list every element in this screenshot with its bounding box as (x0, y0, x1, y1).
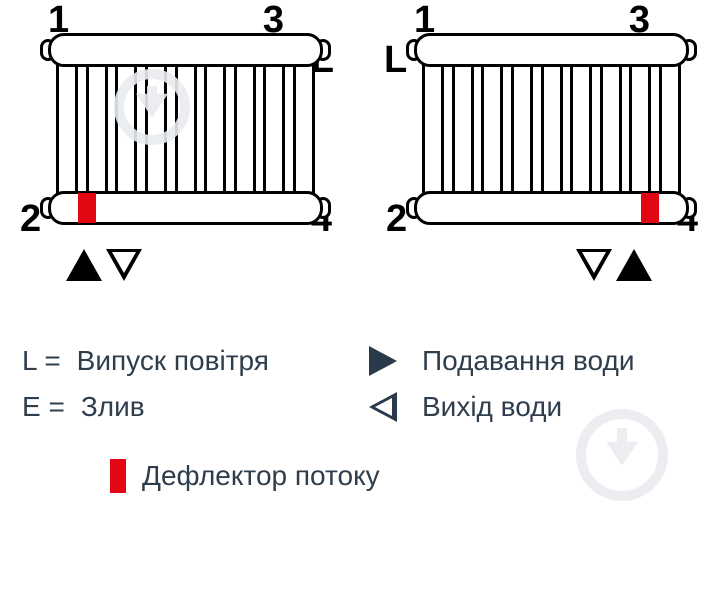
radiator-header (48, 33, 323, 67)
legend-text: Вихід води (422, 391, 562, 423)
flow-arrows (66, 249, 142, 281)
port-label-2: 2 (386, 198, 407, 241)
legend-air-vent: L = Випуск повітря (22, 345, 360, 377)
legend-symbol: L = (22, 345, 61, 377)
supply-arrow-icon (66, 249, 102, 281)
radiator (414, 33, 689, 225)
return-arrow-icon (576, 249, 612, 281)
return-arrow-icon (106, 249, 142, 281)
supply-arrow-icon (616, 249, 652, 281)
legend-text: Дефлектор потоку (142, 460, 380, 492)
legend-deflector: Дефлектор потоку (22, 459, 698, 493)
legend-supply: Подавання води (360, 345, 698, 377)
diagram-right: 1 3 2 4 L (384, 5, 700, 315)
supply-arrow-icon (360, 346, 406, 376)
deflector-swatch-icon (110, 459, 126, 493)
deflector-marker (78, 193, 96, 223)
port-label-2: 2 (20, 198, 41, 241)
radiator-tubes (422, 63, 681, 195)
legend-text: Злив (81, 391, 145, 423)
legend-text: Випуск повітря (77, 345, 269, 377)
legend: L = Випуск повітря Подавання води E = Зл… (0, 315, 718, 493)
radiator-header (414, 33, 689, 67)
radiator-tubes (56, 63, 315, 195)
return-arrow-icon (360, 392, 406, 422)
deflector-marker (641, 193, 659, 223)
legend-symbol: E = (22, 391, 65, 423)
legend-text: Подавання води (422, 345, 635, 377)
diagram-row: 1 3 2 4 L 1 3 (0, 0, 718, 315)
diagram-left: 1 3 2 4 L (18, 5, 334, 315)
radiator (48, 33, 323, 225)
legend-drain: E = Злив (22, 391, 360, 423)
legend-return: Вихід води (360, 391, 698, 423)
flow-arrows (576, 249, 652, 281)
air-vent-label: L (384, 39, 407, 82)
